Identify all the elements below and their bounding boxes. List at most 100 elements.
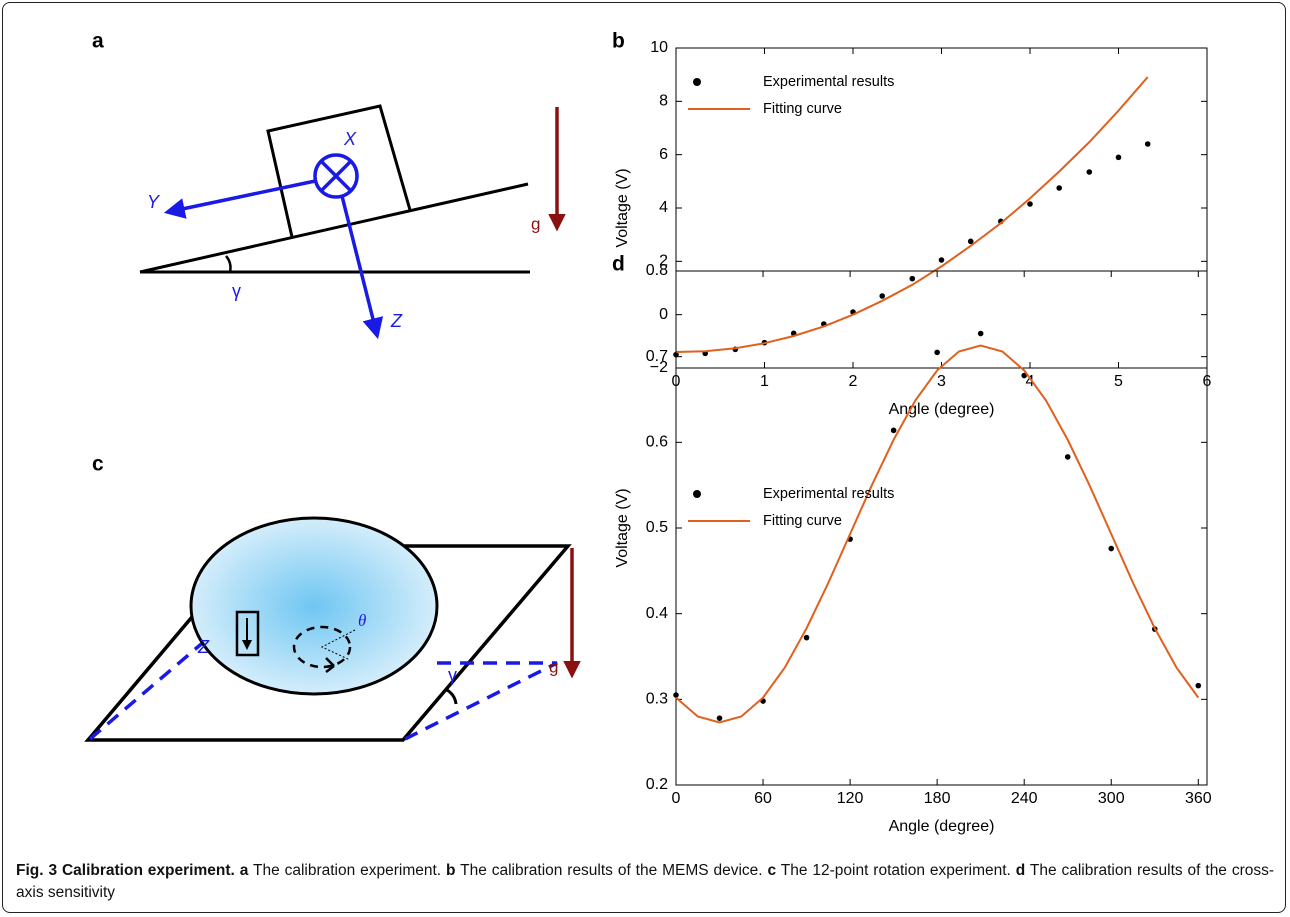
y-tick-label: 0 (659, 306, 668, 323)
y-tick-label: 4 (659, 199, 668, 216)
panel-label: b (612, 30, 625, 53)
rotation-label: θ (358, 611, 366, 630)
axis-label: X (343, 129, 357, 149)
projection-line (404, 661, 558, 741)
caption-label: c (767, 862, 777, 879)
projection-line (88, 626, 222, 741)
data-point (909, 275, 916, 282)
gravity-label: g (531, 214, 540, 233)
x-tick-label: 240 (1011, 790, 1038, 807)
legend-label: Fitting curve (763, 101, 842, 117)
caption-label: a (239, 862, 249, 879)
y-tick-label: 0.5 (646, 519, 668, 536)
y-tick-label: 0.7 (646, 348, 668, 365)
data-point (967, 238, 974, 245)
data-point (1115, 154, 1122, 161)
panel-label: a (92, 30, 104, 53)
data-point (803, 634, 810, 641)
rotation-arrow (325, 657, 335, 673)
diagram-a: a X Y Z γ g (92, 30, 566, 340)
y-tick-label: 0.8 (646, 262, 668, 279)
incline (139, 182, 529, 274)
data-point (1056, 185, 1063, 191)
data-point (1108, 545, 1115, 552)
data-point (1144, 141, 1151, 147)
y-tick-label: 2 (659, 253, 668, 270)
x-tick-label: 120 (837, 790, 864, 807)
x-tick-label: 60 (754, 790, 772, 807)
caption-label: b (446, 862, 456, 879)
caption-title: Fig. 3 Calibration experiment. (16, 862, 235, 879)
data-point (1027, 201, 1033, 207)
panel-label: d (612, 253, 625, 276)
caption-text: The calibration results of the cross-axi… (16, 862, 1275, 901)
fit-line (675, 344, 1200, 724)
y-tick-label: 0.2 (646, 776, 668, 793)
angle-label: γ (448, 665, 457, 685)
y-tick-label: 10 (650, 39, 668, 56)
x-axis-label: Angle (degree) (889, 401, 995, 418)
axis-label: Y (147, 192, 161, 212)
data-point (1064, 454, 1071, 460)
axis-label: Z (390, 311, 403, 331)
y-tick-label: 0.4 (646, 605, 668, 622)
chart: d0 60 120 180 240 300 3600.20.30.40.50.60.70.8… (612, 253, 1212, 836)
y-tick-label: 8 (659, 93, 668, 110)
x-tick-label: 5 (1114, 373, 1123, 390)
data-point (673, 692, 679, 698)
legend-label: Experimental results (763, 486, 894, 502)
caption-label: d (1015, 862, 1026, 879)
legend-label: Experimental results (763, 74, 894, 90)
y-tick-label: 6 (659, 146, 668, 163)
legend-marker (693, 490, 701, 498)
device-box (266, 104, 412, 238)
data-point (977, 330, 984, 337)
x-tick-label: 3 (937, 373, 946, 390)
fit-line (675, 76, 1149, 353)
data-point (879, 293, 886, 299)
diagram-c: c θ Z γ g (84, 453, 581, 742)
x-tick-label: 180 (924, 790, 951, 807)
y-axis-arrow (163, 178, 321, 219)
legend-marker (693, 78, 701, 86)
data-point (890, 427, 897, 434)
x-axis-label: Angle (degree) (889, 818, 995, 835)
caption: Fig. 3 Calibration experiment. a The cal… (16, 860, 1274, 904)
y-tick-label: 0.6 (646, 434, 668, 451)
data-point (716, 715, 723, 721)
x-tick-label: 300 (1098, 790, 1125, 807)
data-point (1021, 372, 1027, 379)
caption-text: The calibration results of the MEMS devi… (460, 862, 763, 879)
x-tick-label: 360 (1185, 790, 1212, 807)
x-tick-label: 2 (849, 373, 858, 390)
data-point (1086, 169, 1093, 175)
angle-arc (446, 688, 458, 705)
legend-label: Fitting curve (763, 513, 842, 529)
y-tick-label: −2 (650, 359, 668, 376)
panel-label: c (92, 453, 104, 476)
rotation-path (292, 625, 352, 669)
axis-label: Z (197, 637, 210, 657)
x-tick-label: 4 (1026, 373, 1035, 390)
plot-frame (675, 270, 1208, 786)
x-tick-label: 0 (672, 790, 681, 807)
angle-arc (225, 255, 232, 273)
data-point (938, 257, 945, 263)
gravity-label: g (549, 657, 558, 676)
data-point (934, 349, 940, 356)
caption-text: The calibration experiment. (252, 862, 442, 879)
turntable (189, 516, 439, 696)
caption-text: The 12-point rotation experiment. (780, 862, 1011, 879)
x-axis-cross (319, 159, 353, 193)
plot-frame (675, 47, 1208, 369)
rotation-angle (320, 629, 356, 661)
y-tick-label: 0.3 (646, 691, 668, 708)
angle-label: γ (232, 281, 241, 301)
y-axis-label: Voltage (V) (614, 168, 631, 247)
y-axis-label: Voltage (V) (614, 488, 631, 567)
device (235, 610, 260, 657)
z-axis-arrow (340, 195, 384, 340)
